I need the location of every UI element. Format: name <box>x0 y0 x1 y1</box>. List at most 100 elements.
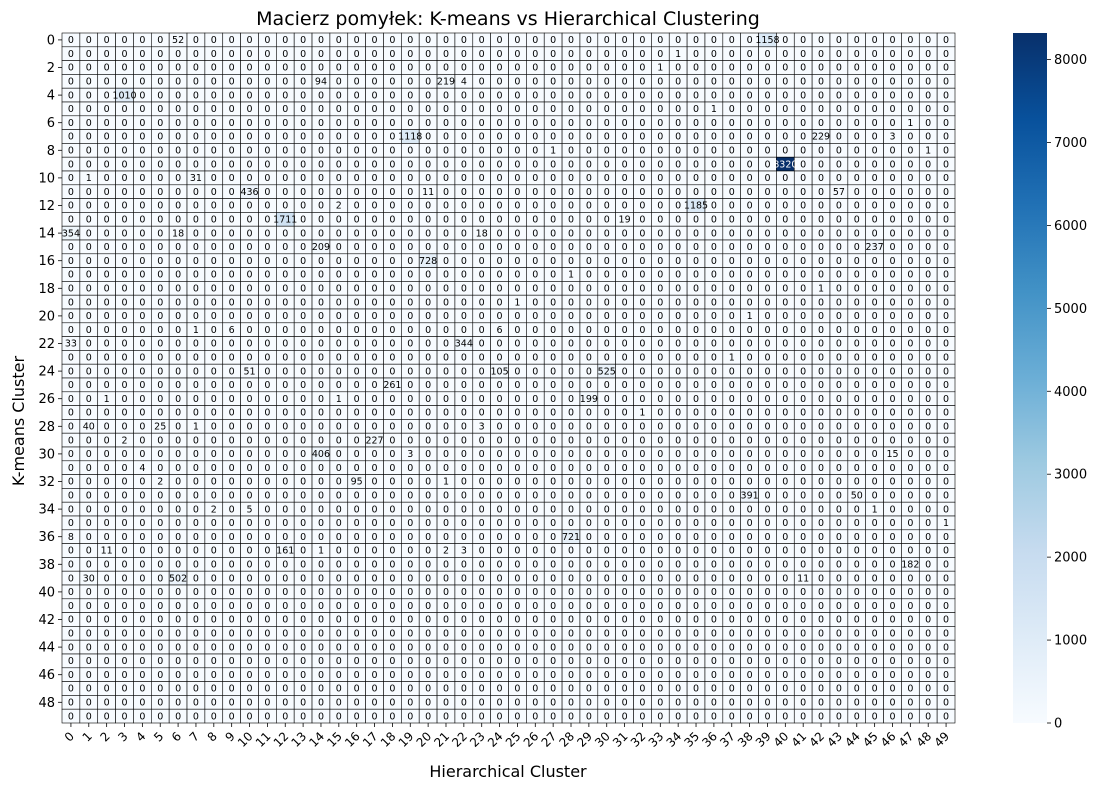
cell-annotation: 0 <box>497 504 503 515</box>
cell-annotation: 0 <box>300 532 306 543</box>
cell-annotation: 0 <box>747 90 753 101</box>
cell-annotation: 0 <box>514 90 520 101</box>
cell-annotation: 0 <box>68 118 74 129</box>
cell-annotation: 0 <box>425 684 431 695</box>
cell-annotation: 0 <box>800 422 806 433</box>
cell-annotation: 0 <box>264 560 270 571</box>
cell-annotation: 0 <box>604 642 610 653</box>
cell-annotation: 199 <box>580 394 598 405</box>
cell-annotation: 0 <box>86 560 92 571</box>
cell-annotation: 33 <box>65 339 77 350</box>
cell-annotation: 0 <box>121 532 127 543</box>
cell-annotation: 0 <box>86 35 92 46</box>
cell-annotation: 0 <box>264 118 270 129</box>
cell-annotation: 0 <box>461 187 467 198</box>
cell-annotation: 0 <box>711 187 717 198</box>
cell-annotation: 0 <box>925 270 931 281</box>
cell-annotation: 0 <box>836 477 842 488</box>
cell-annotation: 0 <box>586 339 592 350</box>
cell-annotation: 0 <box>729 656 735 667</box>
cell-annotation: 0 <box>782 104 788 115</box>
cell-annotation: 0 <box>318 587 324 598</box>
cell-annotation: 0 <box>657 201 663 212</box>
cell-annotation: 0 <box>711 366 717 377</box>
cell-annotation: 0 <box>229 463 235 474</box>
cell-annotation: 0 <box>336 546 342 557</box>
cell-annotation: 0 <box>514 339 520 350</box>
cell-annotation: 0 <box>800 270 806 281</box>
cell-annotation: 0 <box>568 463 574 474</box>
cell-annotation: 0 <box>729 615 735 626</box>
cell-annotation: 0 <box>247 49 253 60</box>
cell-annotation: 0 <box>86 698 92 709</box>
cell-annotation: 0 <box>800 284 806 295</box>
cell-annotation: 0 <box>282 325 288 336</box>
cell-annotation: 0 <box>354 573 360 584</box>
cell-annotation: 0 <box>479 63 485 74</box>
cell-annotation: 0 <box>68 173 74 184</box>
cell-annotation: 0 <box>889 311 895 322</box>
cell-annotation: 0 <box>247 546 253 557</box>
cell-annotation: 0 <box>800 49 806 60</box>
cell-annotation: 0 <box>729 684 735 695</box>
cell-annotation: 0 <box>675 504 681 515</box>
cell-annotation: 0 <box>747 463 753 474</box>
cell-annotation: 0 <box>675 587 681 598</box>
cell-annotation: 0 <box>443 463 449 474</box>
cell-annotation: 0 <box>389 684 395 695</box>
cell-annotation: 0 <box>764 90 770 101</box>
cell-annotation: 0 <box>550 118 556 129</box>
cell-annotation: 0 <box>139 642 145 653</box>
cell-annotation: 0 <box>336 35 342 46</box>
cell-annotation: 0 <box>568 242 574 253</box>
cell-annotation: 0 <box>639 90 645 101</box>
cell-annotation: 0 <box>943 49 949 60</box>
cell-annotation: 0 <box>747 228 753 239</box>
cell-annotation: 0 <box>818 463 824 474</box>
cell-annotation: 0 <box>782 684 788 695</box>
cell-annotation: 0 <box>657 228 663 239</box>
cell-annotation: 0 <box>318 256 324 267</box>
cell-annotation: 0 <box>639 118 645 129</box>
cell-annotation: 0 <box>211 477 217 488</box>
cell-annotation: 0 <box>139 560 145 571</box>
cell-annotation: 0 <box>943 366 949 377</box>
cell-annotation: 0 <box>461 201 467 212</box>
cell-annotation: 0 <box>604 187 610 198</box>
cell-annotation: 0 <box>121 711 127 722</box>
cell-annotation: 0 <box>479 615 485 626</box>
cell-annotation: 0 <box>425 491 431 502</box>
cell-annotation: 0 <box>889 104 895 115</box>
cell-annotation: 0 <box>818 353 824 364</box>
cell-annotation: 0 <box>157 711 163 722</box>
cell-annotation: 0 <box>86 242 92 253</box>
cell-annotation: 0 <box>657 449 663 460</box>
cell-annotation: 0 <box>425 297 431 308</box>
cell-annotation: 0 <box>514 615 520 626</box>
cell-annotation: 0 <box>157 35 163 46</box>
cell-annotation: 0 <box>622 353 628 364</box>
cell-annotation: 0 <box>354 90 360 101</box>
cell-annotation: 0 <box>443 284 449 295</box>
cell-annotation: 0 <box>389 477 395 488</box>
cell-annotation: 0 <box>229 270 235 281</box>
cell-annotation: 0 <box>747 201 753 212</box>
cell-annotation: 0 <box>693 132 699 143</box>
cell-annotation: 0 <box>657 518 663 529</box>
cell-annotation: 0 <box>782 311 788 322</box>
cell-annotation: 52 <box>172 35 184 46</box>
cell-annotation: 0 <box>854 159 860 170</box>
cell-annotation: 0 <box>532 711 538 722</box>
cell-annotation: 0 <box>889 215 895 226</box>
cell-annotation: 0 <box>747 118 753 129</box>
cell-annotation: 0 <box>372 684 378 695</box>
cell-annotation: 0 <box>925 573 931 584</box>
cell-annotation: 0 <box>514 642 520 653</box>
cell-annotation: 0 <box>782 587 788 598</box>
cell-annotation: 0 <box>407 63 413 74</box>
cell-annotation: 0 <box>604 518 610 529</box>
cell-annotation: 0 <box>747 380 753 391</box>
cell-annotation: 0 <box>121 159 127 170</box>
cell-annotation: 0 <box>479 173 485 184</box>
cell-annotation: 0 <box>282 49 288 60</box>
